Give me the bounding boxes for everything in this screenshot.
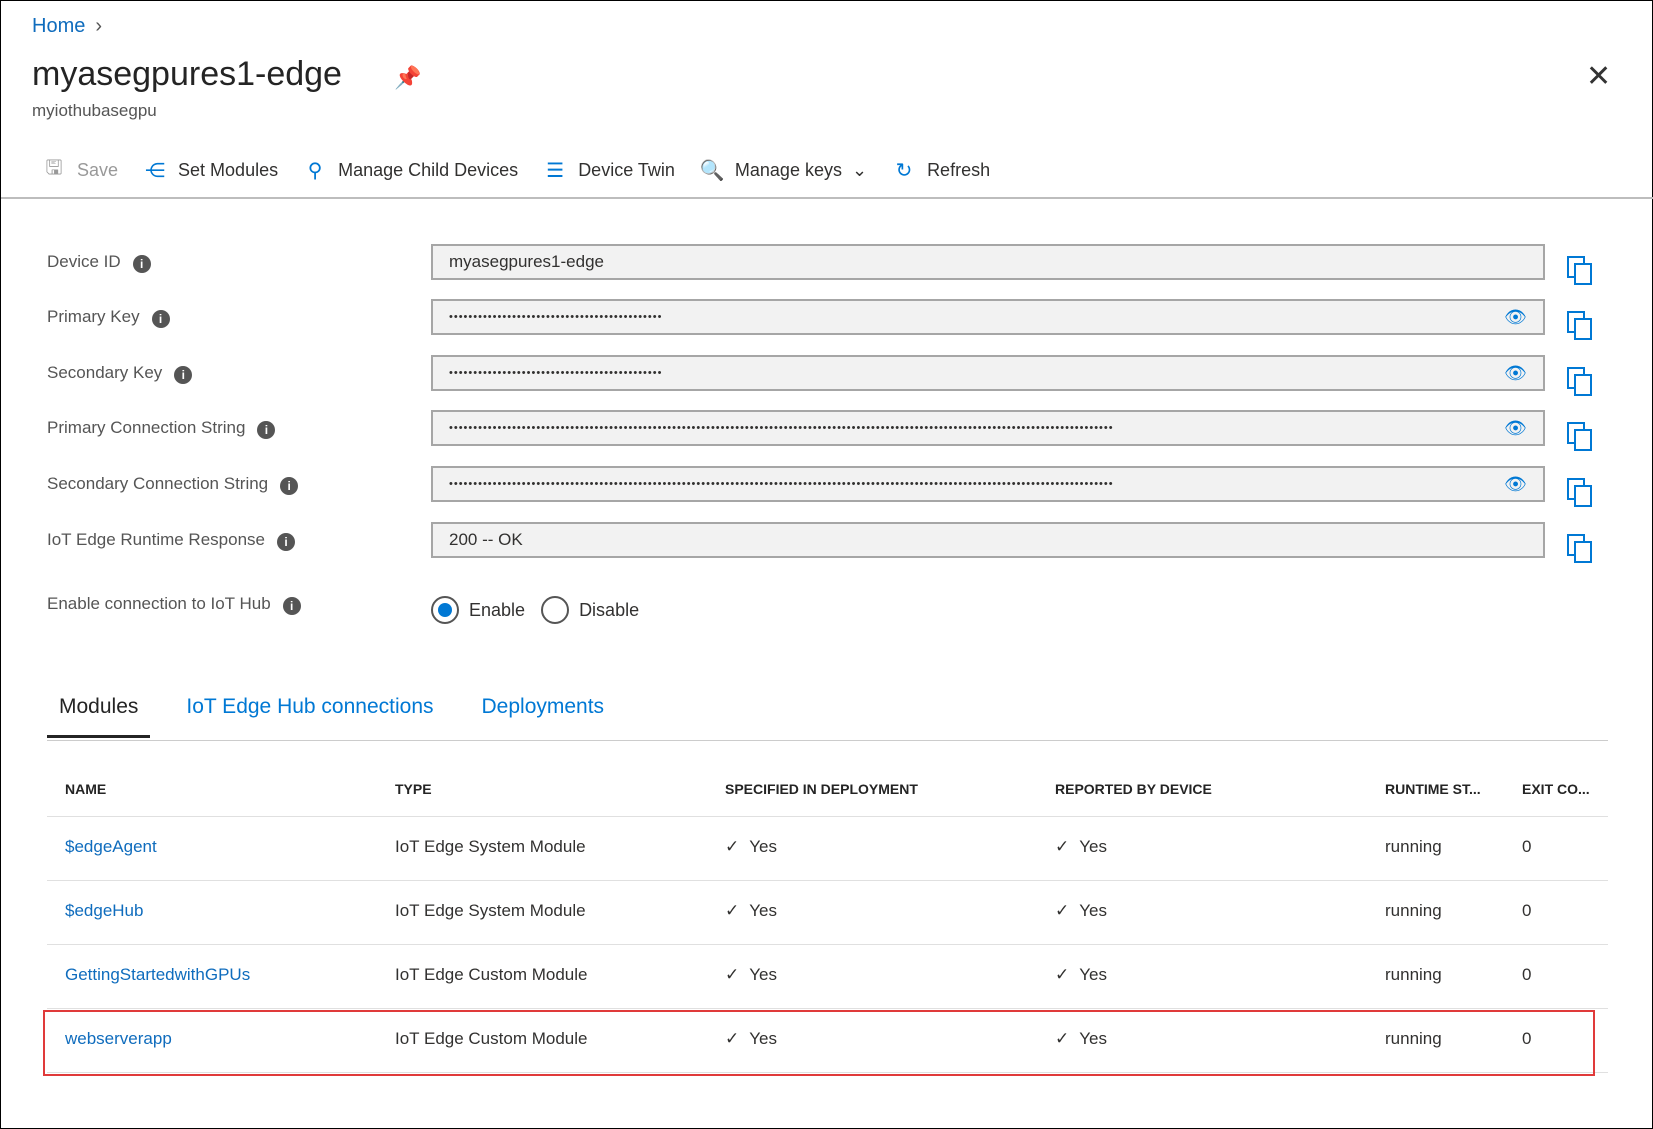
tab-divider: [47, 740, 1608, 741]
disable-radio[interactable]: Disable: [541, 596, 639, 624]
field-label: Secondary Key i: [47, 362, 193, 384]
field-input[interactable]: ••••••••••••••••••••••••••••••••••••••••…: [431, 410, 1545, 446]
eye-icon[interactable]: 👁: [1504, 362, 1527, 383]
refresh-icon: ↻: [895, 159, 913, 182]
copy-icon[interactable]: [1567, 422, 1592, 451]
module-link[interactable]: $edgeHub: [65, 901, 144, 920]
table-row: webserverapp IoT Edge Custom Module ✓ Yes ✓ Y…: [47, 1009, 1608, 1073]
info-icon[interactable]: i: [257, 421, 276, 439]
copy-icon[interactable]: [1567, 367, 1592, 396]
breadcrumb: Home ›: [32, 15, 102, 38]
checkmark-icon: ✓: [725, 837, 740, 856]
chevron-right-icon: ›: [95, 15, 103, 37]
column-header[interactable]: TYPE: [395, 781, 432, 797]
tabs: Modules IoT Edge Hub connections Deploym…: [47, 695, 640, 738]
checkmark-icon: ✓: [1055, 1029, 1070, 1048]
cell: 0: [1522, 965, 1532, 984]
column-header[interactable]: NAME: [65, 781, 107, 797]
cell: running: [1385, 837, 1442, 856]
refresh-button[interactable]: ↻ Refresh: [891, 158, 990, 183]
page-subtitle: myiothubasegpu: [32, 101, 157, 120]
table-row: $edgeAgent IoT Edge System Module ✓ Yes ✓ Yes…: [47, 817, 1608, 881]
device-twin-button[interactable]: ☰ Device Twin: [542, 158, 675, 183]
key-icon: 🔍: [699, 159, 725, 182]
highlight-box: [43, 1010, 1595, 1076]
field-input[interactable]: ••••••••••••••••••••••••••••••••••••••••…: [431, 299, 1545, 335]
info-icon[interactable]: i: [282, 597, 301, 615]
enable-connection-label: Enable connection to IoT Hub i: [47, 593, 301, 615]
tab-iot-edge-hub-connections[interactable]: IoT Edge Hub connections: [186, 695, 434, 718]
header-divider: [47, 816, 1608, 817]
copy-icon[interactable]: [1567, 311, 1592, 340]
tab-deployments[interactable]: Deployments: [481, 695, 605, 718]
chevron-down-icon: ⌄: [851, 159, 868, 180]
divider: [1, 197, 1653, 199]
page-title: myasegpures1-edge: [32, 55, 342, 93]
copy-icon[interactable]: [1567, 534, 1592, 563]
save-button[interactable]: 🖫 Save: [41, 153, 118, 187]
hierarchy-icon: ⚲: [307, 159, 323, 182]
checkmark-icon: ✓: [725, 965, 740, 984]
eye-icon[interactable]: 👁: [1504, 473, 1527, 494]
module-link[interactable]: webserverapp: [65, 1029, 172, 1048]
info-icon[interactable]: i: [174, 366, 193, 384]
connection-radio-group: Enable Disable: [431, 596, 639, 624]
info-icon[interactable]: i: [276, 533, 295, 551]
module-link[interactable]: $edgeAgent: [65, 837, 157, 856]
pin-icon[interactable]: 📌: [394, 65, 422, 90]
field-label: Device ID i: [47, 251, 151, 273]
field-input[interactable]: myasegpures1-edge: [431, 244, 1545, 280]
cell: IoT Edge System Module: [395, 837, 586, 856]
tab-modules[interactable]: Modules: [47, 695, 151, 738]
close-icon[interactable]: ✕: [1586, 60, 1612, 93]
checkmark-icon: ✓: [725, 1029, 740, 1048]
manage-child-devices-button[interactable]: ⚲ Manage Child Devices: [302, 158, 518, 183]
copy-icon[interactable]: [1567, 256, 1592, 285]
manage-keys-button[interactable]: 🔍 Manage keys ⌄: [699, 159, 868, 182]
field-input[interactable]: 200 -- OK: [431, 522, 1545, 558]
copy-icon[interactable]: [1567, 478, 1592, 507]
column-header[interactable]: SPECIFIED IN DEPLOYMENT: [725, 781, 918, 797]
field-label: Primary Connection String i: [47, 417, 276, 439]
cell: running: [1385, 965, 1442, 984]
checkmark-icon: ✓: [1055, 965, 1070, 984]
info-icon[interactable]: i: [151, 310, 170, 328]
field-label: Primary Key i: [47, 306, 170, 328]
cell: IoT Edge System Module: [395, 901, 586, 920]
checkmark-icon: ✓: [1055, 901, 1070, 920]
column-header[interactable]: EXIT CO...: [1522, 781, 1590, 797]
field-label: IoT Edge Runtime Response i: [47, 529, 295, 551]
table-row: GettingStartedwithGPUs IoT Edge Custom Mo…: [47, 945, 1608, 1009]
set-modules-button[interactable]: ⋲ Set Modules: [142, 158, 278, 183]
modules-icon: ⋲: [145, 159, 166, 182]
field-label: Secondary Connection String i: [47, 473, 299, 495]
table-row: $edgeHub IoT Edge System Module ✓ Yes ✓ Yes ru…: [47, 881, 1608, 945]
field-input[interactable]: ••••••••••••••••••••••••••••••••••••••••…: [431, 355, 1545, 391]
breadcrumb-home[interactable]: Home: [32, 15, 86, 37]
column-header[interactable]: RUNTIME ST...: [1385, 781, 1481, 797]
info-icon[interactable]: i: [132, 255, 151, 273]
checkmark-icon: ✓: [725, 901, 740, 920]
field-input[interactable]: ••••••••••••••••••••••••••••••••••••••••…: [431, 466, 1545, 502]
cell: running: [1385, 1029, 1442, 1048]
cell: 0: [1522, 1029, 1532, 1048]
list-icon: ☰: [546, 159, 565, 182]
enable-radio[interactable]: Enable: [431, 596, 525, 624]
module-link[interactable]: GettingStartedwithGPUs: [65, 965, 251, 984]
column-header[interactable]: REPORTED BY DEVICE: [1055, 781, 1212, 797]
cell: IoT Edge Custom Module: [395, 1029, 588, 1048]
cell: IoT Edge Custom Module: [395, 965, 588, 984]
cell: running: [1385, 901, 1442, 920]
eye-icon[interactable]: 👁: [1504, 417, 1527, 438]
save-icon: 🖫: [45, 157, 63, 179]
cell: 0: [1522, 837, 1532, 856]
checkmark-icon: ✓: [1055, 837, 1070, 856]
toolbar: 🖫 Save ⋲ Set Modules ⚲ Manage Child Devices…: [41, 153, 990, 187]
eye-icon[interactable]: 👁: [1504, 306, 1527, 327]
info-icon[interactable]: i: [280, 477, 299, 495]
cell: 0: [1522, 901, 1532, 920]
